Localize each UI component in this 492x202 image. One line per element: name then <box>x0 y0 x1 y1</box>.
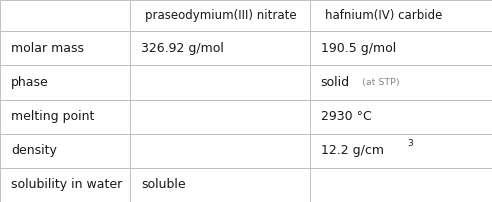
Bar <box>310 0 492 31</box>
Text: 3: 3 <box>407 139 413 148</box>
Bar <box>0 31 130 65</box>
Text: (at STP): (at STP) <box>356 78 400 87</box>
Text: phase: phase <box>11 76 49 89</box>
Text: 2930 °C: 2930 °C <box>321 110 371 123</box>
Bar <box>310 100 492 134</box>
Bar <box>0 100 130 134</box>
Text: 190.5 g/mol: 190.5 g/mol <box>321 42 396 55</box>
Text: melting point: melting point <box>11 110 94 123</box>
Bar <box>310 134 492 168</box>
Bar <box>130 65 310 100</box>
Text: hafnium(IV) carbide: hafnium(IV) carbide <box>325 9 442 22</box>
Bar <box>130 0 310 31</box>
Bar <box>130 168 310 202</box>
Text: 12.2 g/cm: 12.2 g/cm <box>321 144 384 157</box>
Bar <box>310 168 492 202</box>
Text: solid: solid <box>321 76 350 89</box>
Bar <box>130 100 310 134</box>
Bar <box>0 134 130 168</box>
Text: 326.92 g/mol: 326.92 g/mol <box>141 42 224 55</box>
Text: molar mass: molar mass <box>11 42 84 55</box>
Bar <box>0 168 130 202</box>
Text: soluble: soluble <box>141 178 186 191</box>
Text: solubility in water: solubility in water <box>11 178 122 191</box>
Text: density: density <box>11 144 57 157</box>
Bar <box>130 31 310 65</box>
Text: praseodymium(III) nitrate: praseodymium(III) nitrate <box>145 9 297 22</box>
Bar <box>310 31 492 65</box>
Bar <box>0 0 130 31</box>
Bar <box>130 134 310 168</box>
Bar <box>0 65 130 100</box>
Bar <box>310 65 492 100</box>
